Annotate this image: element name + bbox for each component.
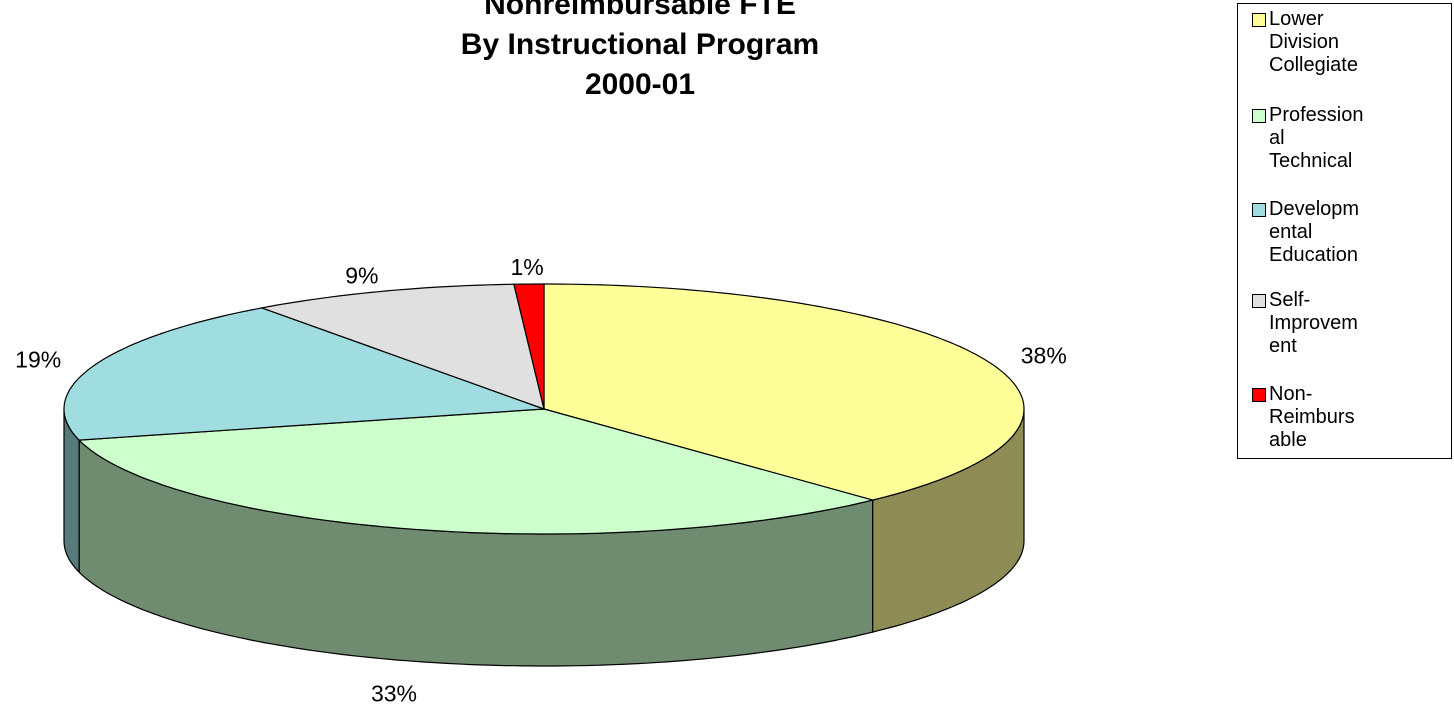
legend-item: Lower Division Collegiate (1252, 8, 1452, 77)
data-label: 38% (1021, 343, 1067, 369)
legend: Lower Division Collegiate Professional Te… (1237, 3, 1452, 459)
chart-subtitle: By Instructional Program (461, 28, 819, 61)
chart-title: Nonreimbursable FTE (484, 0, 796, 21)
legend-swatch (1252, 203, 1266, 217)
slice (259, 283, 545, 410)
legend-label: Self-Improvement (1269, 289, 1358, 357)
legend-swatch (1252, 109, 1266, 123)
legend-swatch (1252, 388, 1266, 402)
legend-label: Lower Division Collegiate (1269, 8, 1358, 76)
slice (543, 283, 1025, 501)
legend-swatch (1252, 294, 1266, 308)
legend-label: Developmental Education (1269, 198, 1360, 266)
data-label: 9% (345, 262, 378, 288)
legend-label: Non-Reimbursable (1269, 383, 1355, 451)
slice (77, 408, 875, 535)
legend-item: Non-Reimbursable (1252, 383, 1452, 452)
legend-label: Professional Technical (1269, 104, 1364, 172)
data-label: 19% (15, 347, 61, 373)
legend-item: Self-Improvement (1252, 289, 1452, 358)
chart-subtitle: 2000-01 (585, 68, 695, 101)
data-label: 33% (371, 680, 417, 706)
data-label: 1% (510, 254, 543, 280)
slice (513, 283, 545, 410)
legend-swatch (1252, 13, 1266, 27)
slice (63, 307, 545, 441)
legend-item: Developmental Education (1252, 198, 1452, 267)
legend-item: Professional Technical (1252, 104, 1452, 173)
